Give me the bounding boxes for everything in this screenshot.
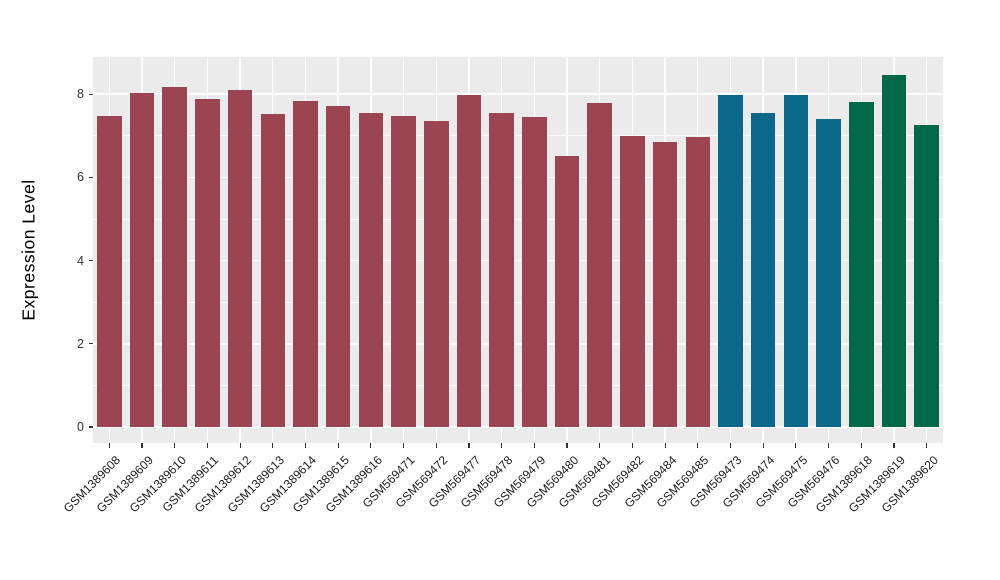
x-tick-mark <box>174 443 176 448</box>
h-gridline-major <box>93 343 943 345</box>
h-gridline-minor <box>93 301 943 303</box>
bar <box>489 113 514 427</box>
bar <box>881 75 907 427</box>
x-tick-mark <box>697 443 699 448</box>
bar <box>652 142 678 427</box>
x-tick-mark <box>795 443 797 448</box>
x-tick-mark <box>501 443 503 448</box>
bar <box>914 124 939 427</box>
y-tick-label: 2 <box>77 336 84 351</box>
bar <box>325 105 351 427</box>
x-tick-mark <box>729 443 732 448</box>
h-gridline-major <box>93 426 943 428</box>
y-tick-mark <box>88 343 93 345</box>
bar <box>129 93 155 427</box>
x-tick-mark <box>337 443 339 448</box>
bar <box>424 120 449 427</box>
y-tick-label: 8 <box>77 87 84 102</box>
bar <box>587 102 612 427</box>
bar <box>97 116 122 427</box>
y-tick-mark <box>88 260 93 262</box>
x-tick-mark <box>860 443 862 448</box>
bar <box>816 118 841 427</box>
x-tick-mark <box>141 443 143 448</box>
x-tick-mark <box>599 443 601 448</box>
x-tick-mark <box>533 443 535 448</box>
y-tick-mark <box>88 93 93 95</box>
x-tick-mark <box>239 443 241 448</box>
bar <box>195 99 220 427</box>
x-tick-mark <box>827 443 830 448</box>
bar <box>358 112 384 427</box>
x-tick-mark <box>893 443 895 448</box>
x-tick-mark <box>206 443 208 448</box>
bar <box>620 136 645 427</box>
plot-panel <box>93 57 943 443</box>
bar <box>293 100 318 427</box>
bar <box>685 136 711 427</box>
bar <box>750 113 776 427</box>
bar <box>162 86 187 427</box>
y-axis: 0 2 4 6 8 <box>0 57 93 443</box>
x-tick-mark <box>631 443 633 448</box>
bar <box>783 95 809 427</box>
bar <box>227 89 253 427</box>
x-tick-mark <box>370 443 372 448</box>
y-tick-label: 0 <box>77 420 84 434</box>
x-tick-mark <box>762 443 764 448</box>
h-gridline-minor <box>93 218 943 220</box>
h-gridline-major <box>93 176 943 179</box>
x-tick-mark <box>926 443 928 448</box>
bar <box>849 101 874 427</box>
y-tick-mark <box>88 426 93 428</box>
bar <box>260 113 286 427</box>
x-tick-mark <box>566 443 568 448</box>
h-gridline-minor <box>93 135 943 137</box>
bar <box>456 94 482 427</box>
x-tick-mark <box>108 443 110 448</box>
bar <box>522 117 547 427</box>
y-tick-label: 6 <box>77 170 84 185</box>
bar <box>718 94 743 427</box>
h-gridline-major <box>93 259 943 262</box>
x-tick-mark <box>435 443 437 448</box>
bar <box>554 156 580 427</box>
x-axis: GSM1389608 GSM1389609 GSM1389610 GSM1389611… <box>61 443 943 578</box>
x-tick-mark <box>304 443 307 448</box>
x-tick-mark <box>664 443 666 448</box>
bar <box>391 115 416 427</box>
x-tick-mark <box>272 443 274 448</box>
x-tick-mark <box>402 443 405 448</box>
h-gridline-minor <box>93 385 943 386</box>
y-tick-mark <box>88 176 93 178</box>
y-tick-label: 4 <box>77 253 84 268</box>
x-tick-mark <box>468 443 470 448</box>
h-gridline-major <box>93 93 943 95</box>
